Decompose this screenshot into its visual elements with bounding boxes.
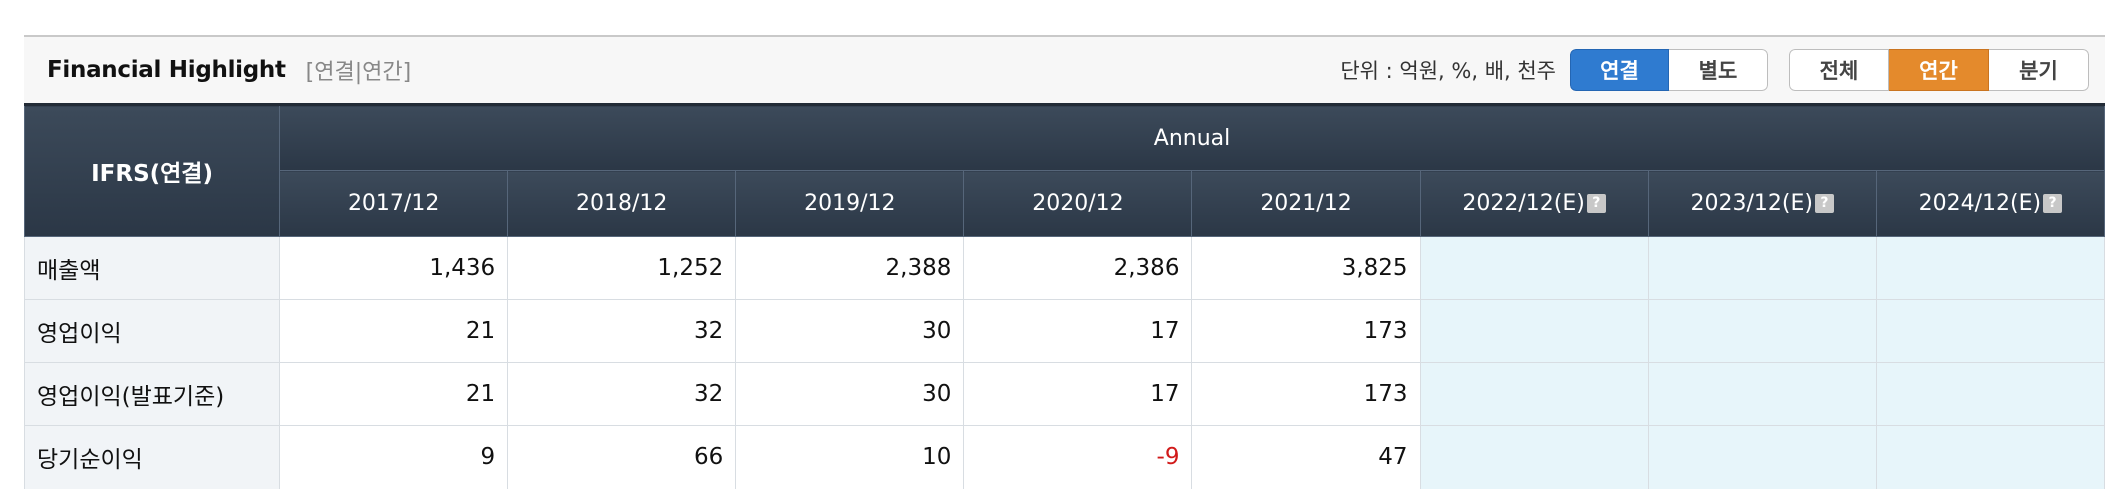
table-cell: 17 [963, 362, 1193, 426]
row-label: 영업이익(발표기준) [23, 362, 281, 426]
table-cell: 173 [1191, 362, 1421, 426]
table-cell: 47 [1191, 425, 1421, 489]
unit-label: 단위 : 억원, %, 배, 천주 [1340, 59, 1556, 83]
section-title: Financial Highlight [47, 57, 286, 83]
column-header-2022e: 2022/12(E)? [1419, 170, 1649, 237]
column-header-2024e: 2024/12(E)? [1875, 170, 2106, 237]
scope-consolidated-button[interactable]: 연결 [1570, 49, 1669, 91]
period-toggle: 전체 연간 분기 [1789, 49, 2089, 91]
table-cell: 173 [1191, 299, 1421, 363]
column-header-2020: 2020/12 [963, 170, 1193, 237]
top-divider [24, 35, 2105, 37]
estimate-cell [1875, 362, 2106, 426]
scope-separate-button[interactable]: 별도 [1669, 49, 1768, 91]
table-cell: 21 [279, 362, 509, 426]
table-row: 영업이익 21 32 30 17 173 [23, 299, 2106, 363]
estimate-cell [1419, 425, 1649, 489]
estimate-cell [1875, 425, 2106, 489]
help-icon[interactable]: ? [2043, 194, 2063, 213]
table-cell: 1,436 [279, 236, 509, 300]
period-annual-button[interactable]: 연간 [1889, 49, 1989, 91]
section-subtitle: [연결|연간] [305, 60, 412, 85]
section-header: Financial Highlight [연결|연간] 단위 : 억원, %, … [24, 37, 2105, 103]
financial-highlight-table: IFRS(연결) Annual 2017/12 2018/12 2019/12 … [23, 103, 2106, 489]
table-cell: 21 [279, 299, 509, 363]
column-header-2018: 2018/12 [507, 170, 737, 237]
column-header-2021: 2021/12 [1191, 170, 1421, 237]
row-label: 영업이익 [23, 299, 281, 363]
estimate-cell [1647, 236, 1877, 300]
table-cell: 10 [735, 425, 965, 489]
table-cell: 2,388 [735, 236, 965, 300]
table-cell: 17 [963, 299, 1193, 363]
estimate-cell [1647, 299, 1877, 363]
period-all-button[interactable]: 전체 [1789, 49, 1889, 91]
table-cell: 2,386 [963, 236, 1193, 300]
table-row: 매출액 1,436 1,252 2,388 2,386 3,825 [23, 236, 2106, 300]
estimate-cell [1419, 236, 1649, 300]
estimate-cell [1419, 299, 1649, 363]
estimate-cell [1875, 236, 2106, 300]
table-row: 당기순이익 9 66 10 -9 47 [23, 425, 2106, 489]
period-quarter-button[interactable]: 분기 [1989, 49, 2089, 91]
table-cell-negative: -9 [963, 425, 1193, 489]
row-label: 매출액 [23, 236, 281, 300]
table-cell: 30 [735, 299, 965, 363]
column-header-2019: 2019/12 [735, 170, 965, 237]
table-cell: 3,825 [1191, 236, 1421, 300]
corner-header: IFRS(연결) [23, 103, 281, 237]
table-cell: 1,252 [507, 236, 737, 300]
table-cell: 32 [507, 299, 737, 363]
estimate-cell [1647, 362, 1877, 426]
estimate-cell [1647, 425, 1877, 489]
annual-group-header: Annual [279, 103, 2105, 171]
table-row: 영업이익(발표기준) 21 32 30 17 173 [23, 362, 2106, 426]
row-label: 당기순이익 [23, 425, 281, 489]
column-header-2023e: 2023/12(E)? [1647, 170, 1877, 237]
table-cell: 30 [735, 362, 965, 426]
column-header-2017: 2017/12 [279, 170, 509, 237]
table-cell: 9 [279, 425, 509, 489]
help-icon[interactable]: ? [1586, 194, 1606, 213]
estimate-cell [1875, 299, 2106, 363]
scope-toggle: 연결 별도 [1570, 49, 1768, 91]
table-cell: 32 [507, 362, 737, 426]
help-icon[interactable]: ? [1814, 194, 1834, 213]
table-cell: 66 [507, 425, 737, 489]
estimate-cell [1419, 362, 1649, 426]
